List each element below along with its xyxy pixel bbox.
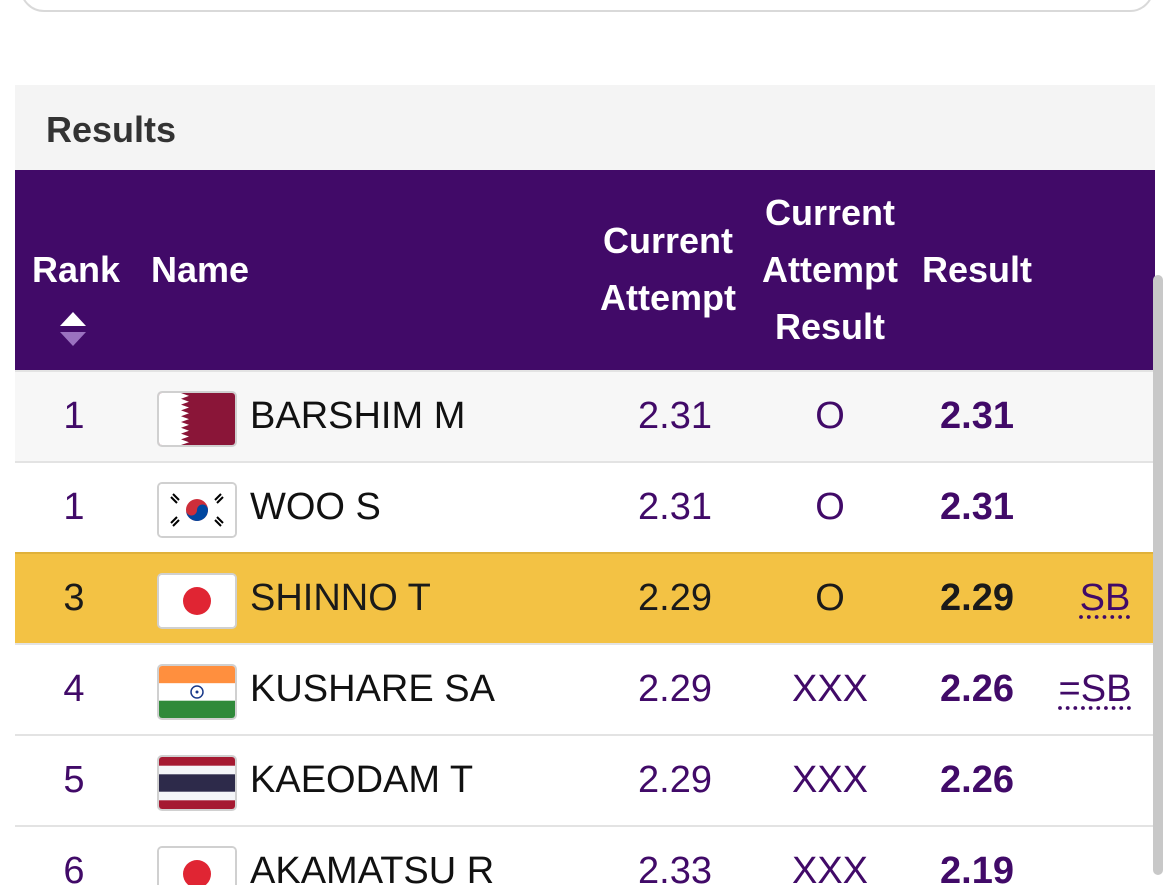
current-attempt-cell: 2.29 xyxy=(638,668,712,710)
record-note xyxy=(1055,372,1155,461)
record-note: =SB xyxy=(1058,668,1132,710)
athlete-name[interactable]: AKAMATSU R xyxy=(250,850,495,885)
attempt-result-cell: XXX xyxy=(791,759,869,801)
table-row[interactable]: 1 WOO S 2.31 O 2.31 xyxy=(15,461,1155,552)
current-attempt-cell: 2.29 xyxy=(638,759,712,801)
qatar-flag-icon xyxy=(157,391,237,447)
india-flag-icon xyxy=(157,664,237,720)
search-field[interactable] xyxy=(20,0,1154,12)
japan-flag-icon xyxy=(157,573,237,629)
rank-cell: 6 xyxy=(63,850,85,885)
results-title: Results xyxy=(46,109,177,150)
rank-cell: 1 xyxy=(63,486,85,528)
table-row[interactable]: 4 KUSHARE SA 2.29 XXX 2.26 =SB xyxy=(15,643,1155,734)
table-row[interactable]: 1 BARSHIM M 2.31 O 2.31 xyxy=(15,370,1155,461)
athlete-name[interactable]: KUSHARE SA xyxy=(250,668,495,710)
record-note xyxy=(1055,827,1155,885)
table-row-highlighted[interactable]: 3 SHINNO T 2.29 O 2.29 SB xyxy=(15,552,1155,643)
athlete-name[interactable]: WOO S xyxy=(250,486,381,528)
current-attempt-result-column-header: Current Attempt Result xyxy=(762,192,898,347)
name-column-header: Name xyxy=(151,249,250,290)
korea-flag-icon xyxy=(157,482,237,538)
rank-column-header[interactable]: Rank xyxy=(31,249,121,290)
current-attempt-cell: 2.33 xyxy=(638,850,712,885)
scrollbar[interactable] xyxy=(1153,275,1163,875)
attempt-result-cell: O xyxy=(815,395,845,437)
sort-icon[interactable] xyxy=(59,310,87,348)
athlete-name[interactable]: BARSHIM M xyxy=(250,395,466,437)
result-cell: 2.26 xyxy=(940,759,1014,801)
thailand-flag-icon xyxy=(157,755,237,811)
table-header: Rank Name Current Attempt Current Attemp… xyxy=(15,170,1155,370)
record-note xyxy=(1055,736,1155,825)
attempt-result-cell: XXX xyxy=(791,668,869,710)
rank-cell: 1 xyxy=(63,395,85,437)
result-cell: 2.26 xyxy=(940,668,1014,710)
athlete-name[interactable]: SHINNO T xyxy=(250,577,431,619)
result-cell: 2.29 xyxy=(940,577,1014,619)
attempt-result-cell: O xyxy=(815,486,845,528)
current-attempt-cell: 2.31 xyxy=(638,486,712,528)
current-attempt-cell: 2.29 xyxy=(638,577,712,619)
attempt-result-cell: XXX xyxy=(791,850,869,885)
attempt-result-cell: O xyxy=(815,577,845,619)
japan-flag-icon xyxy=(157,846,237,885)
current-attempt-cell: 2.31 xyxy=(638,395,712,437)
result-cell: 2.19 xyxy=(940,850,1014,885)
result-column-header: Result xyxy=(921,249,1033,290)
result-cell: 2.31 xyxy=(940,486,1014,528)
athlete-name[interactable]: KAEODAM T xyxy=(250,759,474,801)
table-row[interactable]: 6 AKAMATSU R 2.33 XXX 2.19 xyxy=(15,825,1155,885)
record-note xyxy=(1055,463,1155,552)
results-panel: Results Rank Name Current Attempt Curren… xyxy=(15,85,1155,885)
record-note: SB xyxy=(1079,577,1131,619)
table-row[interactable]: 5 KAEODAM T 2.29 XXX 2.26 xyxy=(15,734,1155,825)
current-attempt-column-header: Current Attempt xyxy=(600,220,736,318)
rank-cell: 5 xyxy=(63,759,85,801)
rank-cell: 4 xyxy=(63,668,85,710)
rank-cell: 3 xyxy=(63,577,85,619)
result-cell: 2.31 xyxy=(940,395,1014,437)
